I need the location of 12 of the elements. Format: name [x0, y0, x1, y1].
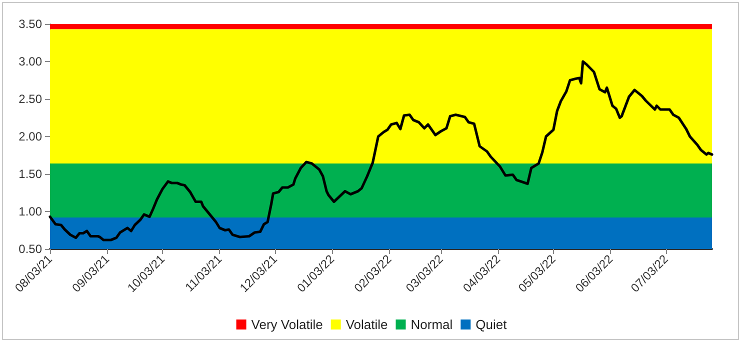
- y-tick-label: 1.00: [18, 204, 42, 218]
- y-tick-label: 1.50: [18, 167, 42, 181]
- line-series: [48, 60, 714, 242]
- legend-label: Volatile: [346, 317, 388, 332]
- y-tick-label: 3.00: [18, 54, 42, 68]
- legend-label: Normal: [410, 317, 453, 332]
- y-tick-label: 0.50: [18, 242, 42, 256]
- y-tick-label: 2.50: [18, 92, 42, 106]
- legend-label: Very Volatile: [251, 317, 323, 332]
- legend-label: Quiet: [476, 317, 508, 332]
- y-tick-label: 3.50: [18, 17, 42, 31]
- y-tick-label: 2.00: [18, 130, 42, 144]
